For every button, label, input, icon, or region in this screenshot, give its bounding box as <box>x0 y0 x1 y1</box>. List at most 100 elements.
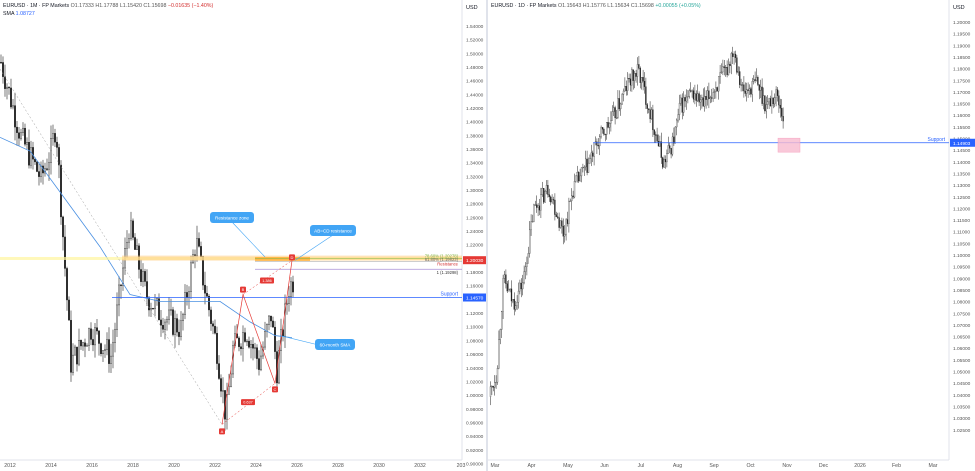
daily-support-zone[interactable] <box>777 137 801 153</box>
price-tick-label: 1.50000 <box>466 51 484 57</box>
daily-candle <box>538 205 541 211</box>
candle <box>92 339 94 346</box>
currency-label: USD <box>466 5 478 11</box>
daily-candle <box>520 282 522 290</box>
price-tick-label: 1.32000 <box>466 174 484 180</box>
price-tick-label: 1.34000 <box>466 161 484 167</box>
daily-candle <box>558 217 560 228</box>
time-tick-label: 2016 <box>86 463 98 469</box>
daily-candle <box>776 89 779 96</box>
daily-candle <box>697 93 699 101</box>
daily-price-tick-label: 1.19500 <box>953 32 971 38</box>
price-tick-label: 1.24000 <box>466 229 484 235</box>
candle <box>86 345 88 347</box>
daily-candle <box>508 289 510 292</box>
daily-time-tick-label: Aug <box>673 463 682 469</box>
daily-price-tick-label: 1.19000 <box>953 43 971 49</box>
daily-candle <box>667 145 669 154</box>
time-tick-label: 2026 <box>291 463 303 469</box>
daily-candle <box>673 136 675 144</box>
monthly-chart-canvas[interactable]: USD 1.54000 1.52000 1.50000 1.48000 1.46000 1.… <box>0 0 487 471</box>
candle <box>56 141 58 148</box>
daily-candle <box>691 90 693 92</box>
daily-candle <box>702 97 704 107</box>
daily-candle <box>660 141 662 158</box>
callout-resistance-zone[interactable] <box>210 212 254 223</box>
daily-candle <box>551 199 553 203</box>
daily-candle <box>769 98 772 107</box>
daily-candle <box>576 172 578 177</box>
candle <box>64 236 66 269</box>
daily-candle <box>509 288 511 290</box>
daily-candle <box>768 98 770 103</box>
candle <box>34 158 36 163</box>
candle <box>150 308 152 311</box>
abcd-pattern-line[interactable] <box>221 260 293 425</box>
time-tick-label: 2018 <box>127 463 139 469</box>
daily-chart-pane[interactable]: EURUSD · 1D · FP Markets O1.15643 H1.157… <box>488 0 975 471</box>
price-tick-label: 1.40000 <box>466 120 484 126</box>
daily-candle <box>779 104 781 109</box>
daily-chart-canvas[interactable]: USD 1.20000 1.19500 1.19000 1.18500 1.18000 1.… <box>488 0 975 471</box>
candle <box>108 339 110 364</box>
candle <box>134 237 136 250</box>
daily-price-tick-label: 1.05000 <box>953 370 971 376</box>
sma-60-line <box>0 136 293 339</box>
candle <box>54 133 56 143</box>
candle <box>32 147 34 160</box>
daily-candle <box>641 77 643 83</box>
daily-candle <box>534 204 536 206</box>
daily-open: O1.15643 <box>558 3 582 9</box>
daily-candle <box>636 64 639 77</box>
price-tick-label: 1.22000 <box>466 243 484 249</box>
daily-candle <box>635 73 637 77</box>
daily-price-tick-label: 1.20000 <box>953 20 971 26</box>
point-d-label: D <box>291 255 294 260</box>
daily-price-tick-label: 1.13500 <box>953 171 971 177</box>
fib-one-label: 1 (1.19298) <box>437 270 459 275</box>
candle <box>210 309 212 324</box>
candle <box>258 358 260 370</box>
time-tick-label: 2014 <box>45 463 57 469</box>
daily-candle <box>685 96 688 102</box>
daily-candle <box>608 123 611 128</box>
candle <box>22 127 24 133</box>
daily-candle <box>536 204 538 208</box>
daily-candle <box>662 157 664 168</box>
monthly-chart-pane[interactable]: EURUSD · 1M · FP Markets O1.17333 H1.177… <box>0 0 487 471</box>
resistance-label: Resistance <box>437 262 458 267</box>
time-tick-label: 2032 <box>414 463 426 469</box>
daily-candle <box>526 263 528 267</box>
candle <box>26 142 28 145</box>
point-d-marker <box>289 254 295 261</box>
sma-legend[interactable]: SMA 1.08727 <box>3 11 35 17</box>
daily-time-tick-label: Jul <box>638 463 645 469</box>
candle <box>290 281 292 297</box>
daily-price-tick-label: 1.09500 <box>953 265 971 271</box>
candle <box>40 165 42 177</box>
candle <box>250 344 252 348</box>
pane-divider[interactable] <box>486 0 488 471</box>
daily-candle <box>533 204 535 222</box>
candle <box>60 164 62 218</box>
monthly-legend: EURUSD · 1M · FP Markets O1.17333 H1.177… <box>3 3 213 10</box>
candle <box>94 327 96 346</box>
callout-60-month-sma[interactable] <box>315 339 355 350</box>
daily-candle <box>649 109 651 120</box>
daily-price-tick-label: 1.10500 <box>953 241 971 247</box>
callout-abcd-resistance[interactable] <box>310 225 356 236</box>
daily-candle <box>771 97 773 107</box>
daily-price-tick-label: 1.14000 <box>953 160 971 166</box>
daily-price-tick-label: 1.16500 <box>953 102 971 108</box>
daily-price-tick-label: 1.10000 <box>953 253 971 259</box>
daily-candle <box>775 89 777 98</box>
daily-candle <box>704 96 706 107</box>
daily-candle <box>498 339 500 369</box>
daily-candle <box>666 153 668 163</box>
daily-candle <box>578 172 580 182</box>
price-tick-label: 1.38000 <box>466 133 484 139</box>
daily-candle <box>632 69 634 81</box>
daily-candle <box>720 71 723 73</box>
candle <box>110 355 112 364</box>
candle <box>202 256 204 286</box>
